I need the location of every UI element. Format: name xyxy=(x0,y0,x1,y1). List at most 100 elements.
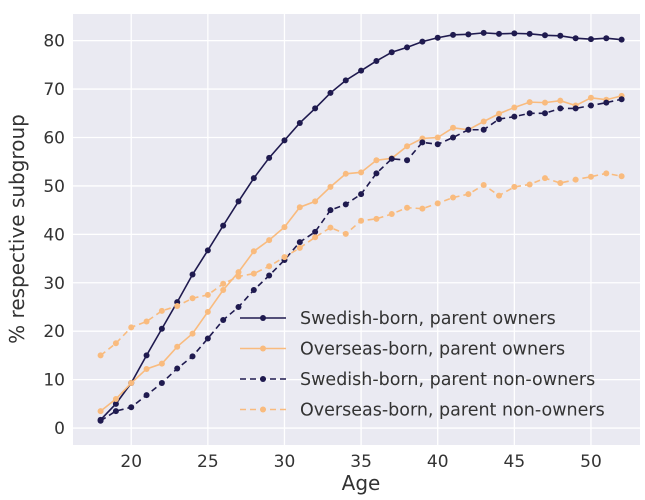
point xyxy=(143,318,150,325)
point xyxy=(496,110,503,117)
point xyxy=(312,228,319,235)
point xyxy=(189,330,196,337)
point xyxy=(250,287,257,294)
point xyxy=(204,335,211,342)
point xyxy=(281,137,288,144)
point xyxy=(158,307,165,314)
point xyxy=(450,124,457,131)
point xyxy=(112,408,119,415)
legend-label: Overseas-born, parent non-owners xyxy=(300,401,605,421)
y-tick-label: 70 xyxy=(43,80,65,100)
point xyxy=(312,105,319,112)
legend-marker xyxy=(260,345,266,352)
point xyxy=(480,118,487,125)
point xyxy=(526,181,533,188)
point xyxy=(266,272,273,279)
legend-label: Swedish-born, parent owners xyxy=(300,309,556,329)
y-tick-label: 10 xyxy=(43,371,65,391)
point xyxy=(296,244,303,251)
point xyxy=(541,110,548,117)
point xyxy=(618,36,625,43)
point xyxy=(434,200,441,207)
point xyxy=(158,380,165,387)
point xyxy=(572,105,579,112)
point xyxy=(128,404,135,411)
point xyxy=(204,291,211,298)
point xyxy=(526,110,533,117)
point xyxy=(143,392,150,399)
point xyxy=(112,400,119,407)
point xyxy=(312,234,319,241)
point xyxy=(541,99,548,106)
point xyxy=(572,35,579,42)
legend-marker xyxy=(260,406,266,413)
point xyxy=(541,32,548,39)
point xyxy=(480,126,487,133)
point xyxy=(419,205,426,212)
point xyxy=(404,157,411,164)
x-tick-label: 20 xyxy=(120,452,142,472)
point xyxy=(128,324,135,331)
point xyxy=(450,194,457,201)
point xyxy=(526,99,533,106)
point xyxy=(434,141,441,148)
point xyxy=(220,287,227,294)
y-tick-label: 0 xyxy=(54,419,65,439)
point xyxy=(281,254,288,261)
point xyxy=(327,224,334,231)
point xyxy=(450,134,457,141)
point xyxy=(97,352,104,359)
point xyxy=(603,99,610,106)
point xyxy=(557,32,564,39)
point xyxy=(557,180,564,187)
y-tick-label: 60 xyxy=(43,128,65,148)
legend-label: Overseas-born, parent owners xyxy=(300,340,565,360)
point xyxy=(419,139,426,146)
point xyxy=(373,170,380,177)
point xyxy=(587,94,594,101)
point xyxy=(296,239,303,246)
point xyxy=(266,154,273,161)
point xyxy=(250,175,257,182)
point xyxy=(373,57,380,64)
legend-marker xyxy=(260,315,266,321)
point xyxy=(235,273,242,280)
point xyxy=(266,263,273,270)
x-tick-label: 40 xyxy=(427,452,449,472)
point xyxy=(327,207,334,214)
point xyxy=(312,198,319,205)
point xyxy=(204,247,211,254)
point xyxy=(557,97,564,104)
point xyxy=(143,365,150,372)
x-tick-label: 30 xyxy=(274,452,296,472)
point xyxy=(373,215,380,222)
point xyxy=(266,237,273,244)
point xyxy=(511,113,518,120)
point xyxy=(220,280,227,287)
point xyxy=(388,155,395,162)
point xyxy=(204,308,211,315)
point xyxy=(358,217,365,224)
point xyxy=(511,183,518,190)
point xyxy=(465,126,472,133)
point xyxy=(250,270,257,277)
y-axis-label: % respective subgroup xyxy=(5,114,29,344)
point xyxy=(480,181,487,188)
point xyxy=(404,143,411,150)
point xyxy=(235,198,242,205)
point xyxy=(342,170,349,177)
point xyxy=(174,365,181,372)
point xyxy=(174,303,181,310)
point xyxy=(541,175,548,182)
point xyxy=(112,340,119,347)
x-tick-label: 45 xyxy=(504,452,526,472)
point xyxy=(358,191,365,198)
point xyxy=(189,353,196,360)
point xyxy=(296,119,303,126)
legend-marker xyxy=(260,376,266,382)
point xyxy=(250,248,257,255)
point xyxy=(496,116,503,123)
legend-label: Swedish-born, parent non-owners xyxy=(300,370,595,390)
point xyxy=(526,30,533,37)
